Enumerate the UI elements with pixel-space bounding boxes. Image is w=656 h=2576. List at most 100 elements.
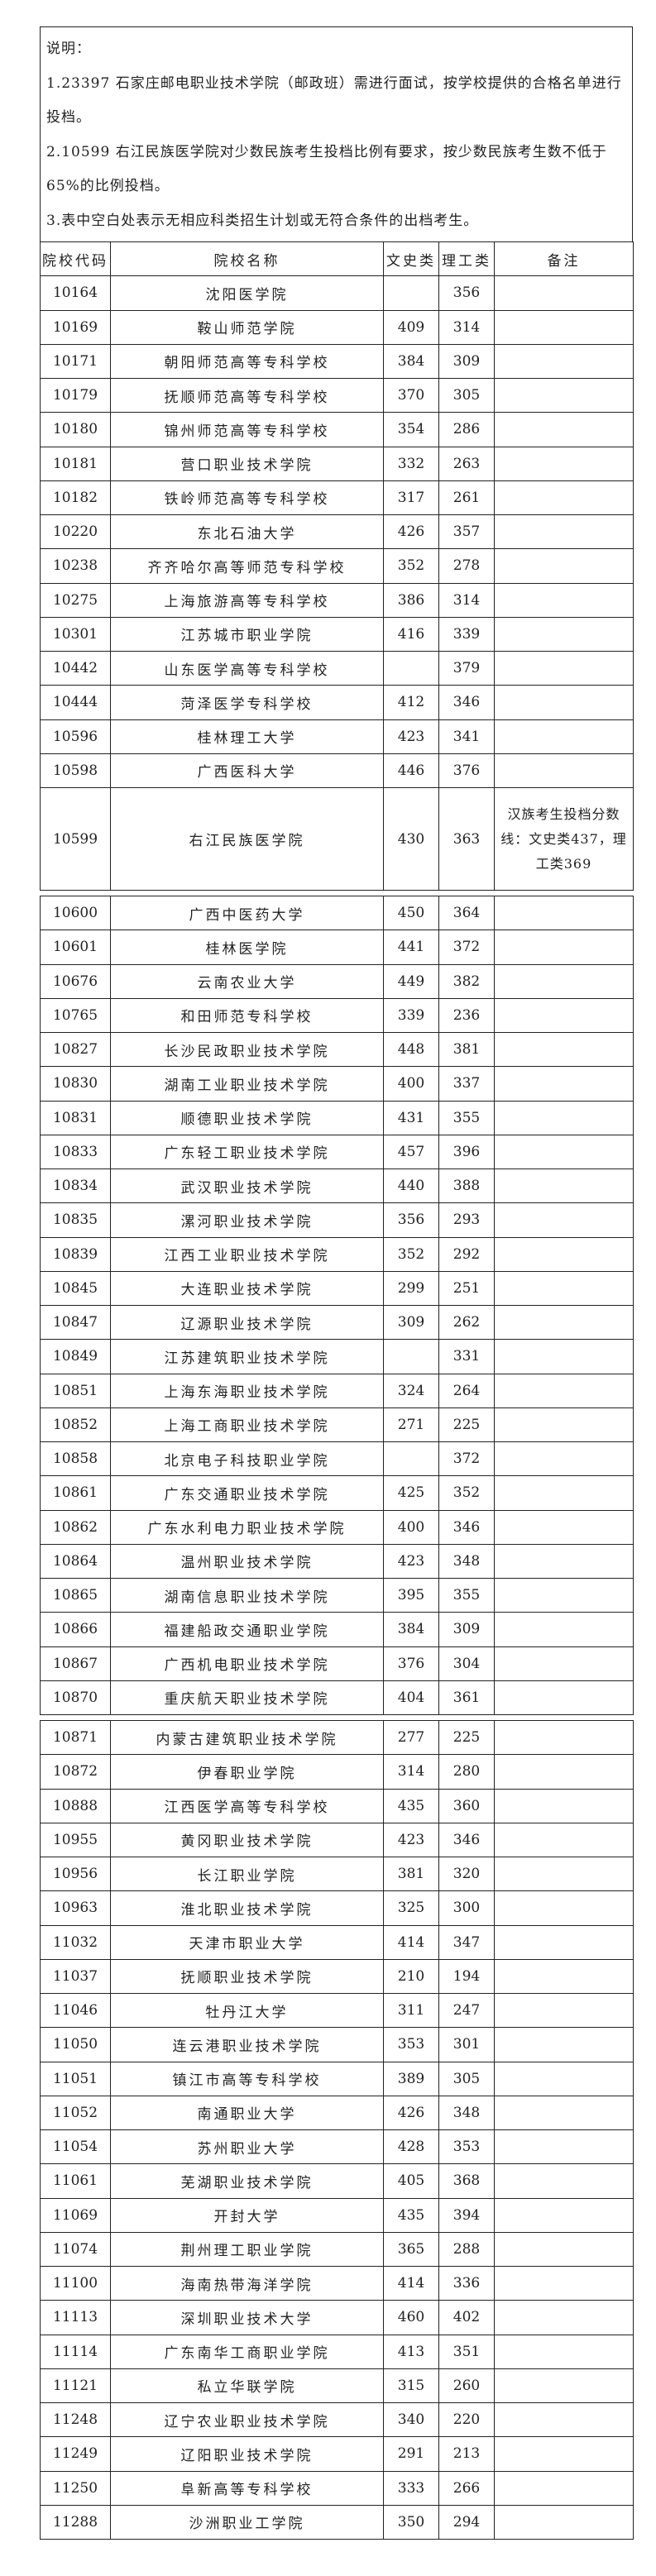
school-name-cell: 菏泽医学专科学校	[110, 685, 384, 720]
admission-table: 10600 广西中医药大学 450 364 10601 桂林医学院 441 372 10676 云…	[40, 895, 634, 1716]
remark-cell	[494, 1924, 634, 1960]
school-code-cell: 10181	[40, 446, 111, 481]
table-row: 11032 天津市职业大学 414 347	[40, 1924, 634, 1960]
school-code-cell: 10182	[40, 480, 111, 516]
liberal-arts-score-cell: 423	[383, 719, 439, 754]
liberal-arts-score-cell: 339	[383, 997, 439, 1034]
table-row: 10955 黄冈职业技术学院 423 346	[40, 1822, 634, 1858]
remark-cell	[494, 1856, 634, 1892]
school-name-cell: 开封大学	[110, 2197, 384, 2233]
science-score-cell: 336	[438, 2265, 495, 2301]
admission-table-section-1: 院校代码 院校名称 文史类 理工类 备注 10164 沈阳医学院 356 10169 鞍山师范学院…	[40, 241, 634, 891]
science-score-cell: 220	[438, 2402, 495, 2438]
remark-cell	[494, 2436, 634, 2472]
science-score-cell: 264	[438, 1373, 495, 1408]
admission-table: 10871 内蒙古建筑职业技术学院 277 225 10872 伊春职业学院 314 280 1…	[40, 1719, 634, 2540]
remark-cell	[494, 1646, 634, 1681]
remark-cell	[494, 2163, 634, 2199]
school-name-cell: 辽阳职业技术学院	[110, 2436, 384, 2472]
liberal-arts-score-cell: 299	[383, 1270, 439, 1307]
remark-cell	[494, 275, 634, 311]
header-remark: 备注	[494, 241, 634, 277]
science-score-cell: 355	[438, 1577, 495, 1613]
school-code-cell: 11046	[40, 1992, 111, 2029]
table-row: 11249 辽阳职业技术学院 291 213	[40, 2436, 634, 2472]
science-score-cell: 266	[438, 2470, 495, 2506]
science-score-cell: 286	[438, 412, 495, 447]
school-code-cell: 10852	[40, 1407, 111, 1443]
table-row: 10596 桂林理工大学 423 341	[40, 719, 634, 754]
school-name-cell: 山东医学高等专科学校	[110, 650, 384, 686]
remark-cell	[494, 582, 634, 618]
science-score-cell: 379	[438, 650, 495, 686]
table-row: 10839 江西工业职业技术学院 352 292	[40, 1236, 634, 1272]
liberal-arts-score-cell: 210	[383, 1958, 439, 1995]
liberal-arts-score-cell: 414	[383, 2265, 439, 2301]
liberal-arts-score-cell: 271	[383, 1407, 439, 1443]
school-code-cell: 10851	[40, 1373, 111, 1408]
remark-cell	[494, 1304, 634, 1341]
school-code-cell: 10179	[40, 377, 111, 413]
school-name-cell: 沈阳医学院	[110, 275, 384, 311]
table-row: 10835 漯河职业技术学院 356 293	[40, 1202, 634, 1238]
remark-cell	[494, 963, 634, 999]
remark-cell	[494, 1475, 634, 1511]
table-row: 11037 抚顺职业技术学院 210 194	[40, 1958, 634, 1995]
school-code-cell: 11054	[40, 2129, 111, 2165]
school-code-cell: 11032	[40, 1924, 111, 1960]
remark-cell	[494, 1031, 634, 1068]
school-name-cell: 内蒙古建筑职业技术学院	[110, 1719, 384, 1756]
school-code-cell: 10601	[40, 930, 111, 965]
school-code-cell: 10865	[40, 1577, 111, 1613]
school-name-cell: 上海旅游高等专科学校	[110, 582, 384, 618]
liberal-arts-score-cell: 430	[383, 787, 439, 891]
table-row: 10301 江苏城市职业学院 416 339	[40, 616, 634, 652]
remark-cell	[494, 2027, 634, 2062]
school-code-cell: 10596	[40, 719, 111, 754]
school-code-cell: 11249	[40, 2436, 111, 2472]
science-score-cell: 396	[438, 1134, 495, 1170]
science-score-cell: 213	[438, 2436, 495, 2472]
liberal-arts-score-cell: 324	[383, 1373, 439, 1408]
remark-cell	[494, 2265, 634, 2301]
remark-cell	[494, 753, 634, 789]
school-name-cell: 南通职业大学	[110, 2095, 384, 2131]
school-name-cell: 私立华联学院	[110, 2368, 384, 2404]
table-row: 10847 辽源职业技术学院 309 262	[40, 1304, 634, 1341]
remark-cell	[494, 343, 634, 380]
school-name-cell: 朝阳师范高等专科学校	[110, 343, 384, 380]
table-row: 10849 江苏建筑职业技术学院 331	[40, 1339, 634, 1374]
liberal-arts-score-cell: 423	[383, 1543, 439, 1580]
remark-cell	[494, 1788, 634, 1823]
school-name-cell: 桂林医学院	[110, 930, 384, 965]
table-row: 10275 上海旅游高等专科学校 386 314	[40, 582, 634, 618]
remark-cell	[494, 616, 634, 652]
school-code-cell: 10275	[40, 582, 111, 618]
remark-cell	[494, 514, 634, 550]
school-code-cell: 10858	[40, 1441, 111, 1477]
science-score-cell: 292	[438, 1236, 495, 1272]
remark-cell	[494, 1890, 634, 1926]
remark-cell	[494, 650, 634, 686]
liberal-arts-score-cell: 448	[383, 1031, 439, 1068]
table-row: 10870 重庆航天职业技术学院 404 361	[40, 1680, 634, 1716]
school-code-cell: 11074	[40, 2231, 111, 2268]
school-code-cell: 11051	[40, 2061, 111, 2096]
admission-table: 院校代码 院校名称 文史类 理工类 备注 10164 沈阳医学院 356 10169 鞍山师范学院…	[40, 241, 634, 891]
liberal-arts-score-cell: 428	[383, 2129, 439, 2165]
table-row: 10179 抚顺师范高等专科学校 370 305	[40, 377, 634, 413]
school-code-cell: 11121	[40, 2368, 111, 2404]
liberal-arts-score-cell: 381	[383, 1856, 439, 1892]
school-code-cell: 10870	[40, 1680, 111, 1716]
school-code-cell: 10444	[40, 685, 111, 720]
liberal-arts-score-cell	[383, 1441, 439, 1477]
table-row: 10442 山东医学高等专科学校 379	[40, 650, 634, 686]
school-name-cell: 芜湖职业技术学院	[110, 2163, 384, 2199]
table-row: 11114 广东南华工商职业学院 413 351	[40, 2334, 634, 2369]
admission-table-section-2: 10600 广西中医药大学 450 364 10601 桂林医学院 441 372 10676 云…	[40, 895, 634, 1716]
school-name-cell: 伊春职业学院	[110, 1754, 384, 1790]
school-code-cell: 11114	[40, 2334, 111, 2369]
liberal-arts-score-cell: 386	[383, 582, 439, 618]
school-name-cell: 上海工商职业技术学院	[110, 1407, 384, 1443]
school-name-cell: 江西工业职业技术学院	[110, 1236, 384, 1272]
